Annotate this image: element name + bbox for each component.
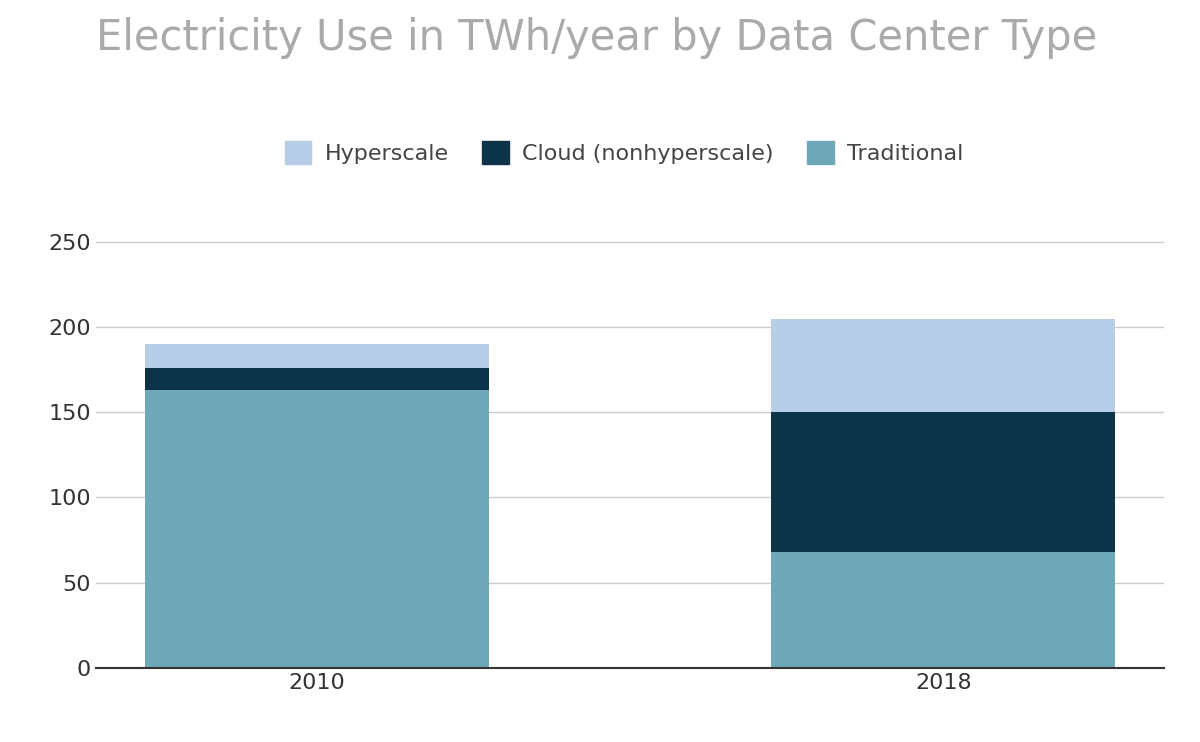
Legend: Hyperscale, Cloud (nonhyperscale), Traditional: Hyperscale, Cloud (nonhyperscale), Tradi… [274, 130, 974, 175]
Bar [770, 318, 1116, 413]
Bar [144, 390, 490, 668]
Bar [770, 552, 1116, 668]
Bar [770, 413, 1116, 552]
Bar [144, 344, 490, 368]
Bar [144, 368, 490, 390]
Text: Electricity Use in TWh/year by Data Center Type: Electricity Use in TWh/year by Data Cent… [96, 17, 1097, 59]
